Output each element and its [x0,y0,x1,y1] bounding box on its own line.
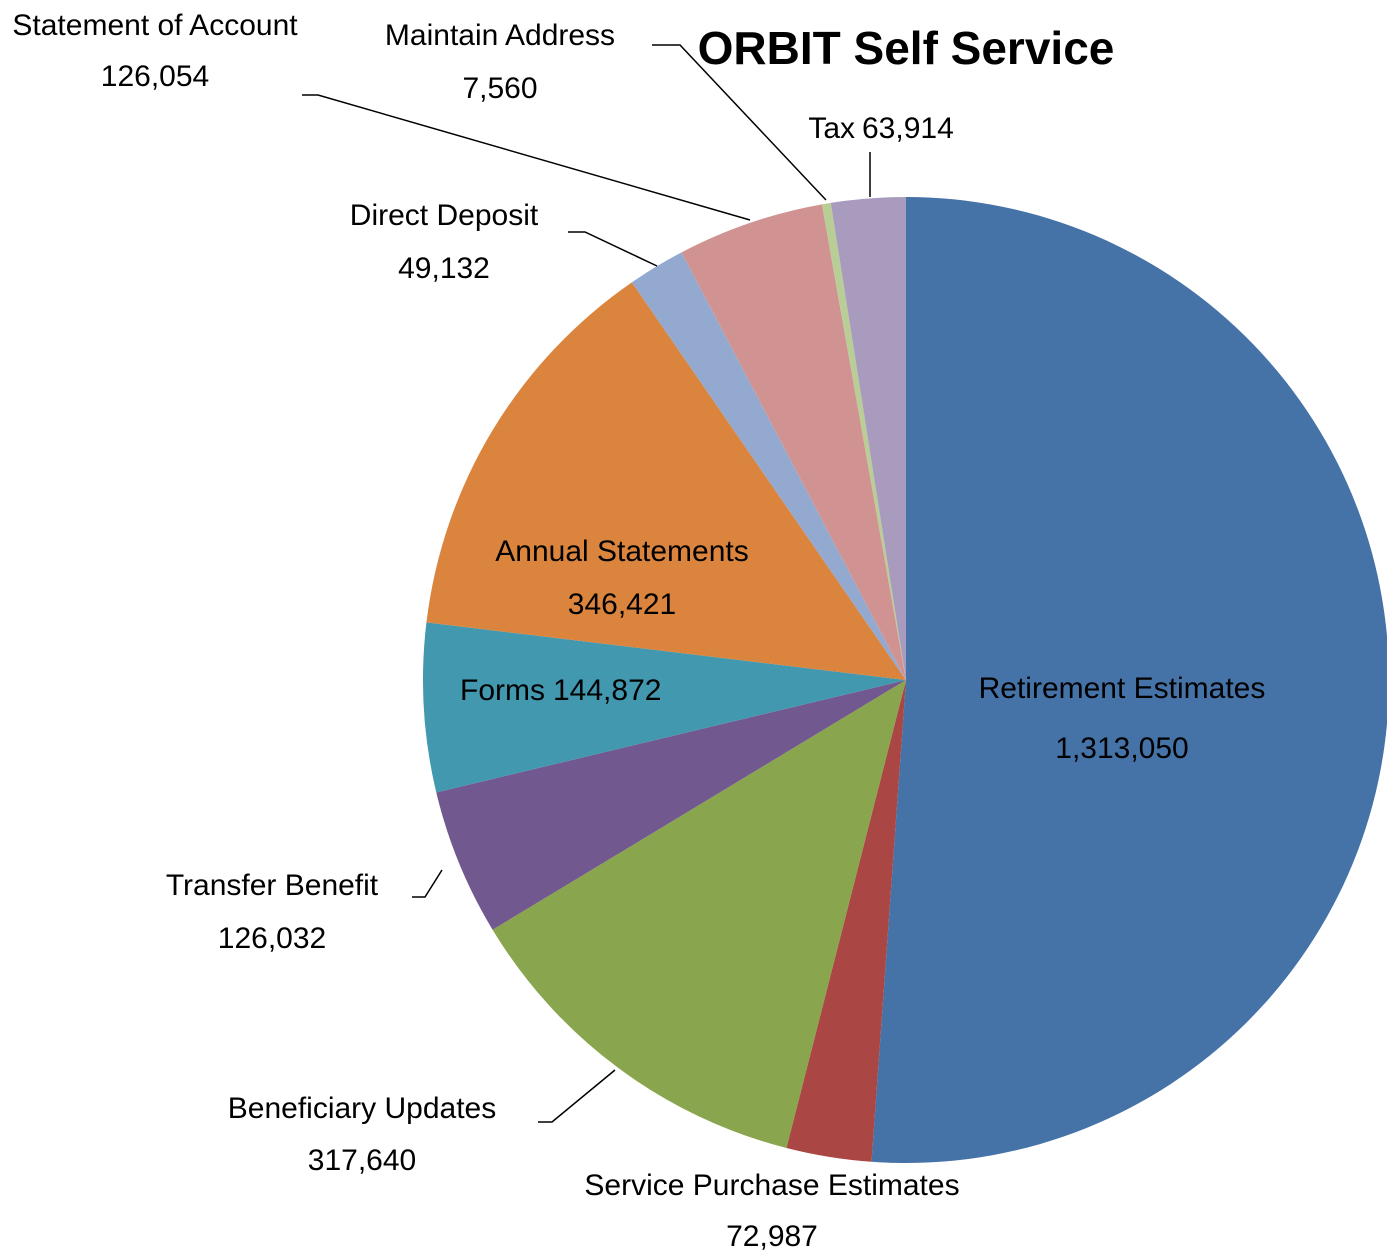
pie-slice [821,202,906,680]
slice-label: Statement of Account [12,9,298,42]
slice-label: Annual Statements [495,535,749,568]
slice-value: 126,054 [101,60,209,93]
slice-label: Beneficiary Updates [228,1092,496,1125]
pie-slice [786,680,906,1162]
pie-slice [871,197,1387,1163]
slice-label: Maintain Address [385,19,615,52]
slice-label: Tax [808,112,855,145]
leader-line [652,44,827,201]
chart-title: ORBIT Self Service [698,22,1115,74]
pie-slice [436,680,906,930]
slice-label: Direct Deposit [350,199,539,232]
slice-value: 144,872 [553,674,661,707]
slice-label: Retirement Estimates [979,672,1266,705]
slice-label: Transfer Benefit [166,869,379,902]
pie-slice [492,680,906,1148]
pie-slice [426,282,906,680]
slice-value: 63,914 [862,112,954,145]
leader-line [412,869,443,898]
leader-line [538,1069,616,1123]
slice-value: 72,987 [726,1220,818,1253]
pie-slice [830,197,906,680]
pie-slice [681,204,906,680]
slice-value: 1,313,050 [1055,732,1188,765]
leader-line [568,231,658,267]
slice-label: Service Purchase Estimates [584,1169,959,1202]
slice-value: 49,132 [398,252,490,285]
slice-label: Forms [460,674,545,707]
slice-value: 317,640 [308,1144,416,1177]
leader-line [302,94,751,221]
pie-slice [423,622,906,793]
slice-value: 7,560 [462,72,537,105]
pie-slice [631,252,906,681]
slice-value: 126,032 [218,922,326,955]
slice-value: 346,421 [568,588,676,621]
